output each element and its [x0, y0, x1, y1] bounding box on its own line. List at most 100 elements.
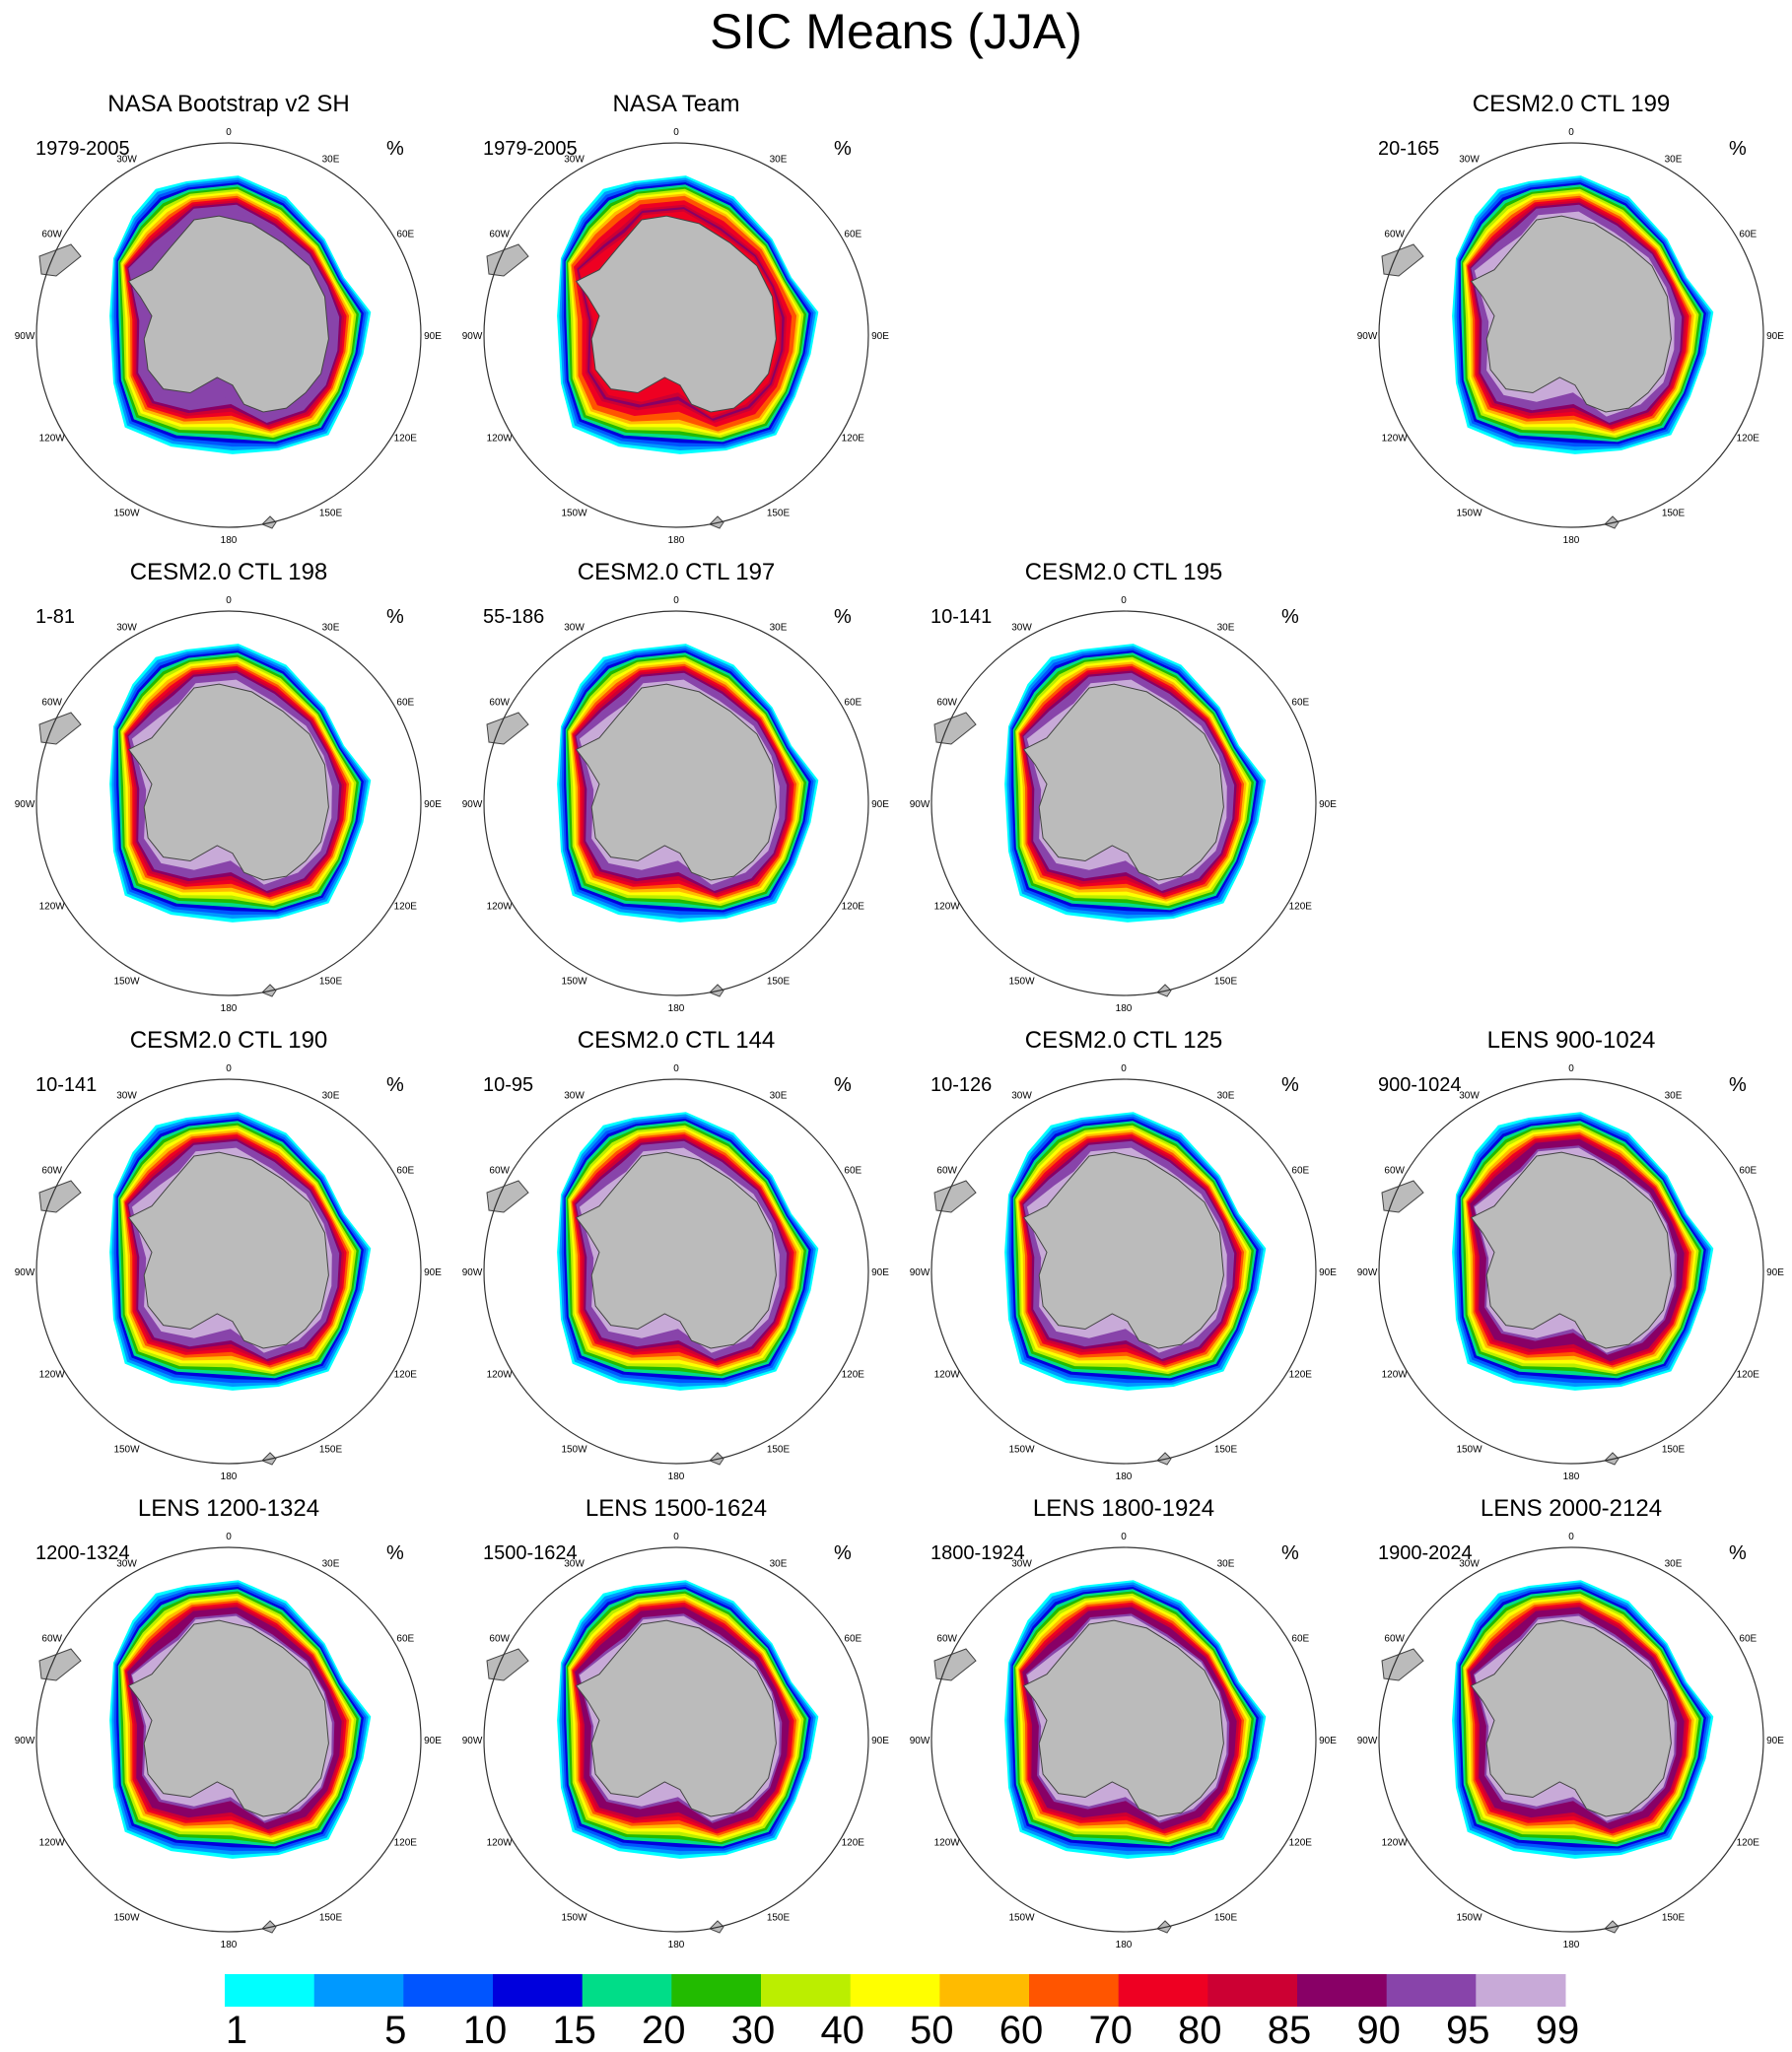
longitude-label: 0: [1568, 1532, 1574, 1542]
longitude-label: 60E: [1291, 1166, 1309, 1177]
longitude-label: 30W: [564, 623, 585, 634]
longitude-label: 0: [673, 595, 679, 606]
maps-canvas: 0 30E 60E 90E 120E 150E 180 150W 120W 90W 60W 30W 0 3…: [15, 127, 1785, 1950]
antarctica-landmass: [575, 683, 777, 881]
map-grid: 0 30E 60E 90E 120E 150E 180 150W 120W 90W 60W 30W 0 3…: [15, 91, 1785, 1950]
longitude-label: 180: [221, 535, 238, 546]
south-america-landmass: [1381, 1648, 1424, 1681]
longitude-label: 120W: [487, 434, 514, 445]
longitude-label: 90E: [871, 799, 889, 810]
panel-unit: %: [1281, 1074, 1299, 1096]
longitude-label: 90W: [15, 799, 35, 810]
longitude-label: 120E: [1289, 1838, 1313, 1849]
south-america-landmass: [486, 712, 529, 745]
colorbar-swatch: [939, 1974, 1030, 2007]
longitude-label: 30W: [116, 155, 137, 166]
longitude-label: 60E: [396, 1166, 414, 1177]
longitude-label: 90E: [1766, 1267, 1784, 1278]
longitude-label: 0: [673, 1532, 679, 1542]
longitude-label: 120E: [394, 902, 418, 913]
panel-years: 1200-1324: [35, 1542, 130, 1564]
longitude-label: 30W: [1011, 623, 1032, 634]
panel-title: LENS 1500-1624: [585, 1495, 768, 1522]
antarctica-landmass: [127, 215, 329, 413]
longitude-label: 180: [221, 1471, 238, 1482]
panel-years: 900-1024: [1378, 1074, 1462, 1096]
map-boundary-circle: [1378, 142, 1764, 528]
longitude-label: 30W: [1011, 1091, 1032, 1102]
longitude-label: 120W: [487, 1838, 514, 1849]
panel-title: NASA Team: [612, 91, 740, 117]
new-zealand-landmass: [261, 984, 277, 997]
longitude-label: 180: [668, 1471, 685, 1482]
longitude-label: 0: [226, 595, 232, 606]
longitude-label: 30E: [770, 155, 788, 166]
panel-title: CESM2.0 CTL 197: [577, 559, 776, 585]
longitude-label: 90W: [1357, 1267, 1378, 1278]
longitude-label: 30E: [322, 1559, 340, 1570]
map-boundary-circle: [483, 1546, 869, 1933]
longitude-label: 30E: [770, 1091, 788, 1102]
longitude-label: 120E: [842, 434, 865, 445]
colorbar-tick-label: 30: [730, 2009, 776, 2052]
longitude-label: 60W: [41, 230, 62, 240]
longitude-label: 90W: [15, 1267, 35, 1278]
longitude-label: 150W: [1456, 1912, 1482, 1923]
longitude-label: 30E: [322, 623, 340, 634]
new-zealand-landmass: [709, 984, 724, 997]
map-boundary-circle: [483, 1078, 869, 1465]
new-zealand-landmass: [1156, 1920, 1172, 1934]
panel-years: 1-81: [35, 606, 76, 628]
map-boundary-circle: [483, 610, 869, 996]
longitude-label: 60W: [936, 698, 957, 709]
colorbar-swatch: [582, 1974, 672, 2007]
panel-unit: %: [386, 1542, 404, 1564]
longitude-label: 150E: [1662, 508, 1686, 518]
longitude-label: 90W: [910, 1736, 930, 1746]
longitude-label: 30E: [1665, 155, 1683, 166]
longitude-label: 180: [221, 1003, 238, 1014]
colorbar-tick-label: 60: [999, 2009, 1044, 2052]
longitude-label: 30E: [1665, 1559, 1683, 1570]
panel-years: 10-126: [930, 1074, 993, 1096]
longitude-label: 150E: [319, 976, 343, 987]
longitude-label: 120E: [842, 1370, 865, 1381]
panel-years: 1900-2024: [1378, 1542, 1473, 1564]
longitude-label: 60E: [1291, 1634, 1309, 1645]
panel-title: LENS 2000-2124: [1480, 1495, 1663, 1522]
longitude-label: 90W: [462, 1267, 483, 1278]
south-america-landmass: [38, 243, 82, 277]
longitude-label: 150W: [1456, 508, 1482, 518]
polar-map: 0 30E 60E 90E 120E 150E 180 150W 120W 90W 60W 30W: [462, 127, 890, 546]
panel-years: 1800-1924: [930, 1542, 1025, 1564]
panel-title: LENS 1200-1324: [137, 1495, 320, 1522]
longitude-label: 60W: [1384, 1166, 1405, 1177]
new-zealand-landmass: [1604, 1452, 1620, 1466]
panel-unit: %: [834, 1074, 852, 1096]
longitude-label: 90E: [1766, 331, 1784, 342]
longitude-label: 30W: [116, 1559, 137, 1570]
new-zealand-landmass: [709, 1452, 724, 1466]
panel-unit: %: [386, 606, 404, 628]
longitude-label: 90W: [462, 799, 483, 810]
new-zealand-landmass: [1156, 1452, 1172, 1466]
longitude-label: 30E: [1217, 623, 1235, 634]
longitude-label: 0: [1121, 595, 1127, 606]
longitude-label: 60W: [41, 698, 62, 709]
panel-years: 10-141: [35, 1074, 98, 1096]
longitude-label: 60W: [936, 1166, 957, 1177]
new-zealand-landmass: [1156, 984, 1172, 997]
longitude-label: 120E: [842, 1838, 865, 1849]
polar-map: 0 30E 60E 90E 120E 150E 180 150W 120W 90W 60W 30W: [1357, 127, 1785, 546]
colorbar-tick-label: 40: [820, 2009, 864, 2052]
longitude-label: 150E: [1662, 1444, 1686, 1455]
longitude-label: 60E: [844, 698, 862, 709]
longitude-label: 60E: [396, 230, 414, 240]
colorbar-swatch: [313, 1974, 404, 2007]
south-america-landmass: [933, 1180, 977, 1213]
south-america-landmass: [38, 712, 82, 745]
longitude-label: 120W: [1382, 1838, 1409, 1849]
colorbar-swatch: [1029, 1974, 1120, 2007]
panel-unit: %: [834, 606, 852, 628]
longitude-label: 60E: [396, 698, 414, 709]
